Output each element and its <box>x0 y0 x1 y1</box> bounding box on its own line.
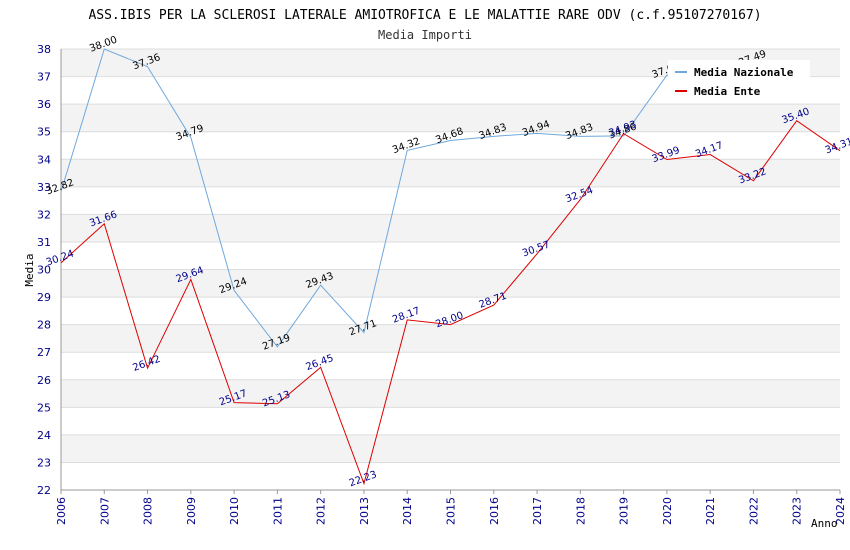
grid-band <box>61 104 840 132</box>
y-tick-label: 28 <box>37 319 51 332</box>
x-tick-label: 2012 <box>315 497 328 525</box>
y-tick-label: 33 <box>37 181 51 194</box>
x-tick-label: 2021 <box>704 497 717 525</box>
grid-band <box>61 214 840 242</box>
series-line-0 <box>60 48 754 348</box>
grid-band <box>61 324 840 353</box>
x-tick-label: 2011 <box>271 497 284 525</box>
legend-label: Media Ente <box>694 85 761 98</box>
legend: Media Nazionale Media Ente <box>668 60 810 100</box>
chart-title: ASS.IBIS PER LA SCLEROSI LATERALE AMIOTR… <box>88 8 761 23</box>
x-tick-label: 2013 <box>358 497 371 525</box>
chart-subtitle: Media Importi <box>378 28 472 42</box>
x-tick-label: 2009 <box>185 497 198 525</box>
grid-band <box>61 269 840 298</box>
x-tick-label: 2019 <box>618 497 631 525</box>
y-tick-label: 34 <box>37 153 51 166</box>
data-label: 32.54 <box>564 185 595 205</box>
y-tick-label: 27 <box>37 346 51 359</box>
data-label: 26.45 <box>304 353 335 373</box>
x-tick-label: 2018 <box>574 497 587 525</box>
y-tick-label: 22 <box>37 484 51 497</box>
y-tick-label: 36 <box>37 98 51 111</box>
legend-box <box>668 60 810 100</box>
y-axis-label: Media <box>23 253 36 286</box>
y-tick-label: 26 <box>37 374 51 387</box>
x-tick-label: 2023 <box>791 497 804 525</box>
series-line-1 <box>60 119 841 486</box>
x-tick-label: 2024 <box>834 497 847 525</box>
x-tick-label: 2010 <box>228 497 241 525</box>
x-tick-label: 2016 <box>488 497 501 525</box>
y-tick-label: 23 <box>37 456 51 469</box>
x-tick-label: 2014 <box>401 497 414 525</box>
y-tick-label: 29 <box>37 291 51 304</box>
data-label: 34.31 <box>824 136 850 156</box>
grid-band <box>61 159 840 187</box>
x-axis-label: Anno <box>811 517 838 530</box>
grid-band <box>61 379 840 408</box>
y-tick-label: 24 <box>37 429 51 442</box>
data-label: 26.42 <box>131 354 162 374</box>
data-label: 30.24 <box>45 248 76 268</box>
data-label: 22.23 <box>348 469 379 489</box>
x-tick-label: 2007 <box>98 497 111 525</box>
y-tick-label: 32 <box>37 208 51 221</box>
y-tick-label: 25 <box>37 401 51 414</box>
y-tick-label: 30 <box>37 264 51 277</box>
legend-label: Media Nazionale <box>694 66 794 79</box>
y-tick-label: 38 <box>37 43 51 56</box>
y-tick-label: 35 <box>37 126 51 139</box>
x-tick-label: 2008 <box>142 497 155 525</box>
x-tick-label: 2022 <box>747 497 760 525</box>
x-tick-label: 2006 <box>55 497 68 525</box>
grid-band <box>61 434 840 463</box>
x-tick-label: 2015 <box>445 497 458 525</box>
x-tick-label: 2017 <box>531 497 544 525</box>
data-label: 34.17 <box>694 140 725 160</box>
y-tick-label: 31 <box>37 236 51 249</box>
x-tick-label: 2020 <box>661 497 674 525</box>
y-tick-label: 37 <box>37 71 51 84</box>
